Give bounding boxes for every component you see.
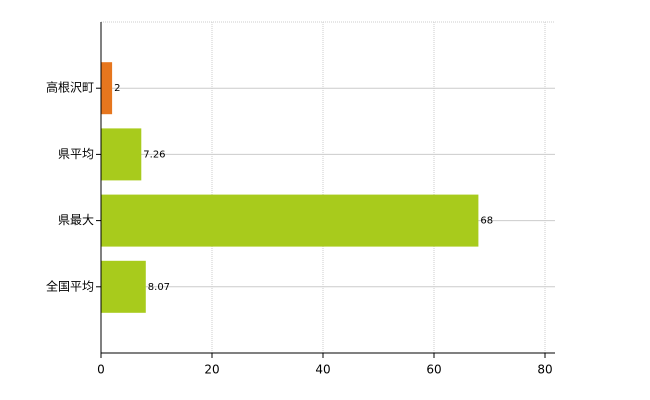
x-tick-label: 40 bbox=[315, 363, 330, 377]
value-label: 7.26 bbox=[143, 149, 165, 160]
value-label: 2 bbox=[114, 83, 120, 94]
x-tick-label: 60 bbox=[426, 363, 441, 377]
bar bbox=[101, 260, 146, 313]
x-tick-label: 80 bbox=[537, 363, 552, 377]
bar bbox=[101, 62, 113, 115]
value-label: 68 bbox=[480, 216, 493, 227]
value-label: 8.07 bbox=[148, 282, 170, 293]
bar bbox=[101, 128, 142, 181]
x-tick-label: 20 bbox=[204, 363, 219, 377]
x-tick-label: 0 bbox=[97, 363, 105, 377]
y-tick-label: 県最大 bbox=[58, 213, 94, 227]
bar bbox=[101, 194, 479, 247]
y-tick-label: 全国平均 bbox=[46, 278, 94, 293]
y-tick-label: 県平均 bbox=[58, 147, 94, 161]
y-tick-label: 高根沢町 bbox=[46, 80, 94, 95]
